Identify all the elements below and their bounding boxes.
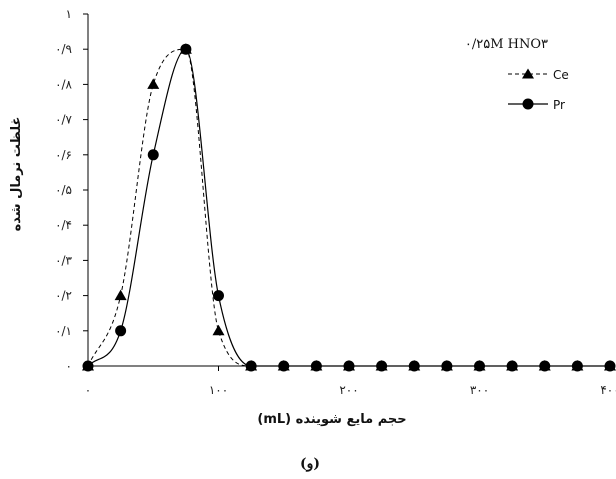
legend-label-ce: Ce [553, 68, 569, 82]
y-tick-label: ۰/۴ [55, 218, 72, 232]
data-point-pr [115, 325, 127, 337]
data-point-pr [376, 360, 388, 372]
y-tick-label: ۰/۳ [55, 253, 72, 267]
series-pr [82, 43, 616, 372]
legend-marker-ce [522, 68, 534, 79]
y-tick-label: ۰/۲ [55, 289, 72, 303]
data-point-pr [506, 360, 518, 372]
data-point-pr [539, 360, 551, 372]
legend-item-ce: Ce [508, 68, 569, 82]
plot-area [87, 14, 610, 367]
data-point-ce [114, 289, 127, 301]
y-ticks: ۰ ۰/۱ ۰/۲ ۰/۳ ۰/۴ ۰/۵ ۰/۶ ۰/۷ ۰/۸ ۰/۹ ۱ [55, 7, 88, 373]
x-tick-label: ۰ [85, 383, 91, 397]
data-point-pr [310, 360, 322, 372]
series-layer [82, 43, 616, 372]
x-tick-label: ۳۰۰ [470, 383, 489, 397]
data-point-pr [441, 360, 453, 372]
x-axis-title: حجم مایع شوینده (mL) [257, 412, 406, 427]
x-tick-label: ۲۰۰ [339, 383, 358, 397]
data-point-pr [180, 43, 192, 55]
data-point-pr [604, 360, 616, 372]
data-point-pr [571, 360, 583, 372]
y-tick-label: ۰/۸ [55, 77, 72, 91]
data-point-pr [474, 360, 485, 372]
y-tick-label: ۰ [66, 359, 72, 373]
series-line-pr [87, 48, 610, 367]
legend-label-pr: Pr [553, 98, 565, 112]
data-point-ce [147, 78, 160, 89]
legend-marker-pr [522, 98, 534, 110]
legend-item-pr: Pr [508, 98, 565, 112]
series-ce [82, 43, 616, 371]
data-point-pr [343, 360, 355, 372]
acid-annotation: ۰/۲۵M HNO۳ [465, 37, 548, 52]
data-point-ce [212, 324, 225, 336]
y-tick-label: ۰/۱ [55, 324, 72, 338]
x-tick-label: ۱۰۰ [209, 383, 228, 397]
y-tick-label: ۰/۹ [55, 42, 72, 56]
data-point-pr [213, 290, 224, 302]
data-point-pr [82, 360, 94, 372]
x-tick-label: ۴۰۰ [600, 383, 616, 397]
y-axis-title: غلظت نرمال شده [9, 117, 24, 232]
data-point-pr [278, 360, 290, 372]
data-point-pr [245, 360, 257, 372]
y-tick-label: ۰/۶ [55, 148, 72, 162]
y-tick-label: ۱ [66, 7, 72, 21]
y-tick-label: ۰/۵ [55, 183, 72, 197]
data-point-pr [408, 360, 420, 372]
y-tick-label: ۰/۷ [55, 113, 72, 127]
figure-caption: (و) [300, 456, 320, 472]
legend: Ce Pr [508, 68, 569, 112]
data-point-pr [147, 149, 159, 161]
